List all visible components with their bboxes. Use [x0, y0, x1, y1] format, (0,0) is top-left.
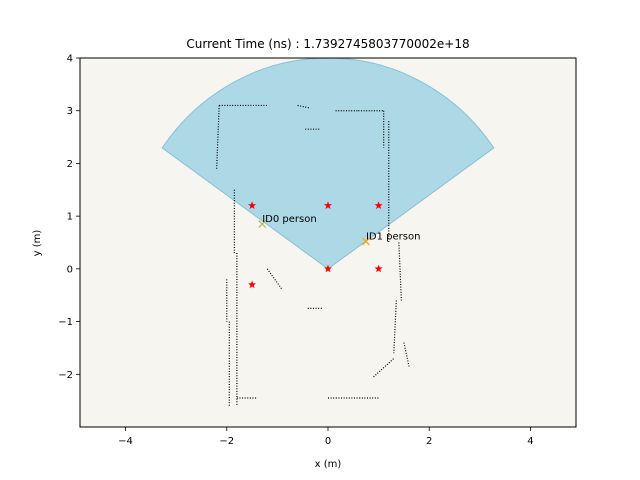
detections-layer: ID0 person ID1 person — [258, 214, 420, 246]
x-tick-label: 0 — [325, 436, 331, 447]
occupancy-segment-12 — [266, 268, 283, 291]
detection-label: ID0 person — [262, 214, 316, 225]
reference-star-marker-1 — [324, 201, 332, 209]
occupancy-segment-5 — [216, 105, 220, 169]
y-tick-label: 3 — [67, 106, 73, 117]
detection-x-marker — [258, 220, 267, 229]
y-axis-label: y (m) — [32, 230, 43, 257]
y-tick-label: −2 — [58, 370, 73, 381]
chart-title: Current Time (ns) : 1.7392745803770002e+… — [186, 37, 469, 51]
occupancy-points-layer — [216, 104, 410, 406]
occupancy-segment-19 — [373, 358, 395, 378]
detection-id1: ID1 person — [361, 231, 420, 246]
reference-star-marker-4 — [324, 264, 332, 273]
occupancy-segment-16 — [398, 242, 402, 301]
occupancy-segment-1 — [297, 104, 311, 109]
x-tick-label: −4 — [118, 436, 133, 447]
detection-label: ID1 person — [366, 231, 420, 242]
y-tick-label: −1 — [58, 317, 73, 328]
y-tick-label: 1 — [67, 212, 73, 223]
reference-star-marker-5 — [374, 264, 383, 273]
y-axis-ticks: −2 −1 0 1 2 3 4 — [58, 54, 80, 381]
reference-markers-layer — [248, 201, 383, 289]
x-axis-label: x (m) — [315, 459, 342, 470]
x-tick-label: 2 — [426, 436, 432, 447]
y-tick-label: 2 — [67, 159, 73, 170]
reference-star-marker-3 — [248, 280, 257, 289]
detection-id0: ID0 person — [258, 214, 317, 229]
reference-star-marker-0 — [248, 201, 257, 209]
detection-x-marker — [361, 237, 370, 246]
y-tick-label: 0 — [67, 264, 73, 275]
x-tick-label: −2 — [219, 436, 234, 447]
y-tick-label: 4 — [67, 54, 73, 65]
occupancy-segment-17 — [393, 300, 397, 354]
x-axis-ticks: −4 −2 0 2 4 — [118, 427, 534, 447]
x-tick-label: 4 — [527, 436, 533, 447]
reference-star-marker-2 — [374, 201, 383, 209]
